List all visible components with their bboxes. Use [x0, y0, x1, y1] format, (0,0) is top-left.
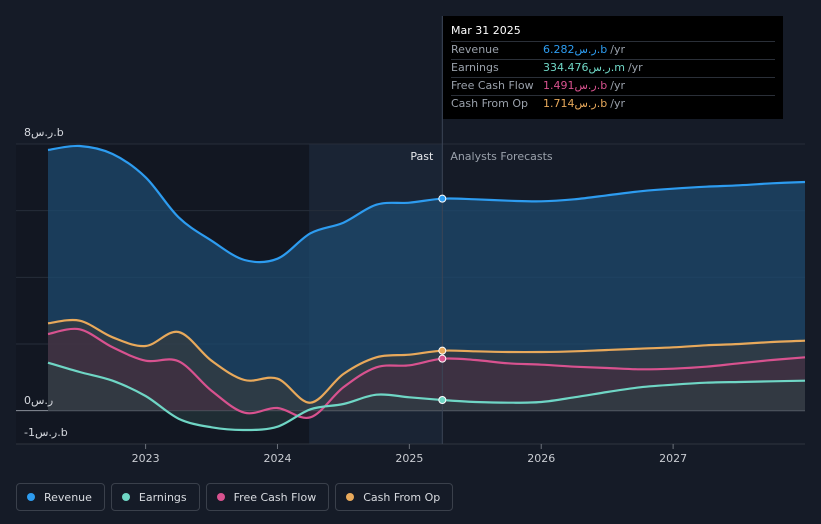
- tooltip-unit: /yr: [610, 43, 625, 56]
- x-tick-label: 2024: [263, 452, 291, 465]
- earnings-line: [47, 361, 806, 432]
- tooltip-unit: /yr: [627, 61, 643, 74]
- tooltip-row-revenue: Revenue 6.282ر.س.b /yr: [451, 41, 775, 59]
- cfo-line: [47, 318, 806, 404]
- revenue-line: [47, 144, 806, 264]
- chart-legend: Revenue Earnings Free Cash Flow Cash Fro…: [16, 483, 454, 511]
- legend-label: Cash From Op: [363, 490, 441, 504]
- earnings-area: [48, 362, 805, 431]
- tooltip-row-earnings: Earnings 334.476ر.س.m /yr: [451, 59, 775, 77]
- tooltip-value: 6.282ر.س.b: [543, 43, 608, 56]
- tooltip-label: Earnings: [451, 61, 499, 74]
- earnings-dot-icon: [121, 493, 130, 501]
- legend-earnings[interactable]: Earnings: [110, 483, 200, 511]
- tooltip-value: 334.476ر.س.m: [543, 61, 625, 74]
- financial-chart: 8ر.س.b 0ر.س -1ر.س.b Past Analysts Forecasts 2…: [16, 16, 806, 465]
- revenue-area: [48, 145, 805, 411]
- cfo-marker: [438, 346, 447, 355]
- cash-from-op-dot-icon: [346, 493, 355, 501]
- tooltip-label: Revenue: [451, 43, 499, 56]
- legend-label: Revenue: [44, 490, 92, 504]
- forecast-label: Analysts Forecasts: [450, 150, 553, 163]
- tooltip-unit: /yr: [610, 79, 625, 92]
- x-tick-label: 2027: [659, 452, 687, 465]
- x-tick-label: 2025: [395, 452, 423, 465]
- tooltip-unit: /yr: [610, 97, 625, 110]
- legend-cash-from-op[interactable]: Cash From Op: [335, 483, 454, 511]
- past-label: Past: [410, 150, 434, 163]
- tooltip-label: Cash From Op: [451, 97, 529, 110]
- earnings-marker: [438, 396, 447, 404]
- tooltip-row-free-cash-flow: Free Cash Flow 1.491ر.س.b /yr: [451, 77, 775, 95]
- tooltip-value: 1.491ر.س.b: [543, 79, 608, 92]
- free-cash-flow-dot-icon: [216, 493, 225, 501]
- tooltip-label: Free Cash Flow: [451, 79, 534, 92]
- legend-label: Earnings: [138, 490, 187, 504]
- legend-free-cash-flow[interactable]: Free Cash Flow: [205, 483, 330, 511]
- legend-revenue[interactable]: Revenue: [16, 483, 105, 511]
- y-tick-label: 8ر.س.b: [24, 126, 64, 139]
- fcf-line: [47, 327, 806, 420]
- y-tick-label: 0ر.س: [24, 394, 53, 407]
- x-tick-label: 2026: [527, 452, 555, 465]
- tooltip-panel: Mar 31 2025 Revenue 6.282ر.س.b /yr Earni…: [443, 16, 783, 119]
- revenue-marker: [438, 194, 447, 203]
- y-tick-label: -1ر.س.b: [24, 426, 68, 439]
- legend-label: Free Cash Flow: [233, 490, 317, 504]
- revenue-dot-icon: [27, 493, 35, 501]
- tooltip-date: Mar 31 2025: [451, 24, 521, 37]
- x-tick-label: 2023: [132, 452, 160, 465]
- tooltip-value: 1.714ر.س.b: [543, 97, 608, 110]
- fcf-marker: [438, 354, 447, 363]
- tooltip-row-cash-from-op: Cash From Op 1.714ر.س.b /yr: [451, 95, 775, 113]
